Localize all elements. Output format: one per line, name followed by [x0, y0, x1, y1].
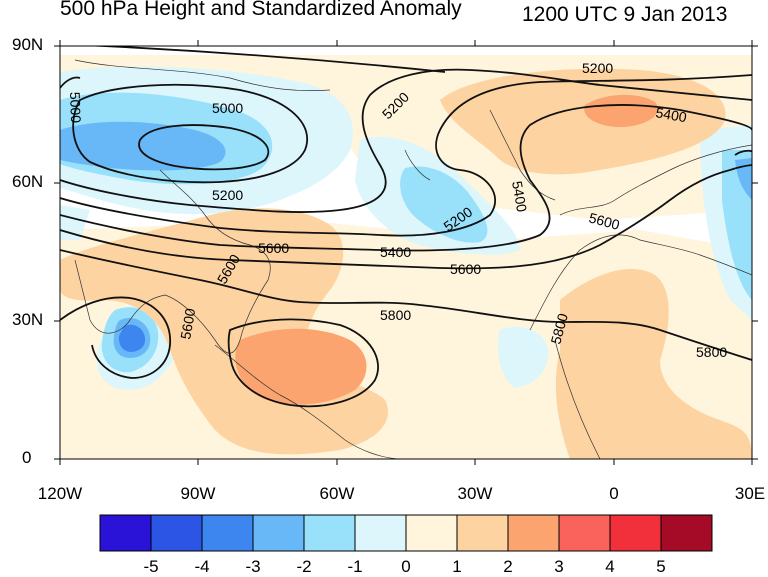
colorbar-swatch	[456, 514, 509, 552]
colorbar-swatch	[354, 514, 407, 552]
contour-label: 5600	[177, 307, 198, 341]
map-title-right: 1200 UTC 9 Jan 2013	[522, 3, 728, 26]
colorbar-label: 4	[605, 557, 615, 576]
plot-frame	[59, 45, 753, 460]
contour-label: 5200	[212, 187, 243, 203]
colorbar-swatch	[99, 514, 152, 552]
contour-label: 5000	[67, 92, 84, 124]
contour-label: 5600	[587, 209, 621, 233]
contour-label: 5800	[380, 307, 411, 323]
colorbar-label: -2	[296, 557, 312, 576]
colorbar-swatch	[507, 514, 560, 552]
coastlines	[74, 59, 752, 459]
contour-label: 5200	[582, 60, 613, 76]
lat-label: 0	[22, 448, 32, 467]
contour-label: 5600	[450, 261, 481, 277]
lat-label: 60N	[12, 172, 44, 191]
height-contours	[60, 46, 752, 408]
contour-label: 5600	[258, 240, 289, 256]
contour-label: 5000	[212, 100, 243, 116]
contour-label: 5800	[696, 344, 727, 360]
colorbar-swatch	[201, 514, 254, 552]
colorbar-swatch	[558, 514, 611, 552]
lon-label: 90W	[180, 484, 216, 503]
colorbar-label: -4	[194, 557, 210, 576]
contour-label: 5400	[654, 104, 688, 125]
lon-label: 30E	[734, 484, 766, 503]
colorbar-swatch	[303, 514, 356, 552]
colorbar-label: 5	[656, 557, 666, 576]
colorbar-swatch	[405, 514, 458, 552]
colorbar-label: -3	[245, 557, 261, 576]
contour-label: 5400	[380, 244, 411, 260]
lon-label: 30W	[457, 484, 493, 503]
colorbar-swatch	[609, 514, 662, 552]
colorbar	[99, 514, 713, 552]
colorbar-swatch	[150, 514, 203, 552]
lon-label: 60W	[319, 484, 355, 503]
colorbar-label: -5	[143, 557, 159, 576]
contour-label: 5800	[547, 311, 571, 345]
colorbar-label: 1	[452, 557, 462, 576]
lat-label: 90N	[12, 35, 44, 54]
contour-label: 5400	[509, 180, 530, 214]
colorbar-swatch	[660, 514, 713, 552]
colorbar-label: 0	[401, 557, 411, 576]
colorbar-label: 3	[554, 557, 564, 576]
lat-label: 30N	[12, 310, 44, 329]
colorbar-label: 2	[503, 557, 513, 576]
lon-label: 0	[609, 484, 619, 503]
lon-label: 120W	[37, 484, 83, 503]
anomaly-fill-warm-strong	[235, 94, 659, 405]
colorbar-label: -1	[347, 557, 363, 576]
axis-ticks	[54, 40, 758, 465]
colorbar-swatch	[252, 514, 305, 552]
map-title-left: 500 hPa Height and Standardized Anomaly	[60, 0, 462, 20]
anomaly-fill-cool-deep	[118, 324, 146, 352]
